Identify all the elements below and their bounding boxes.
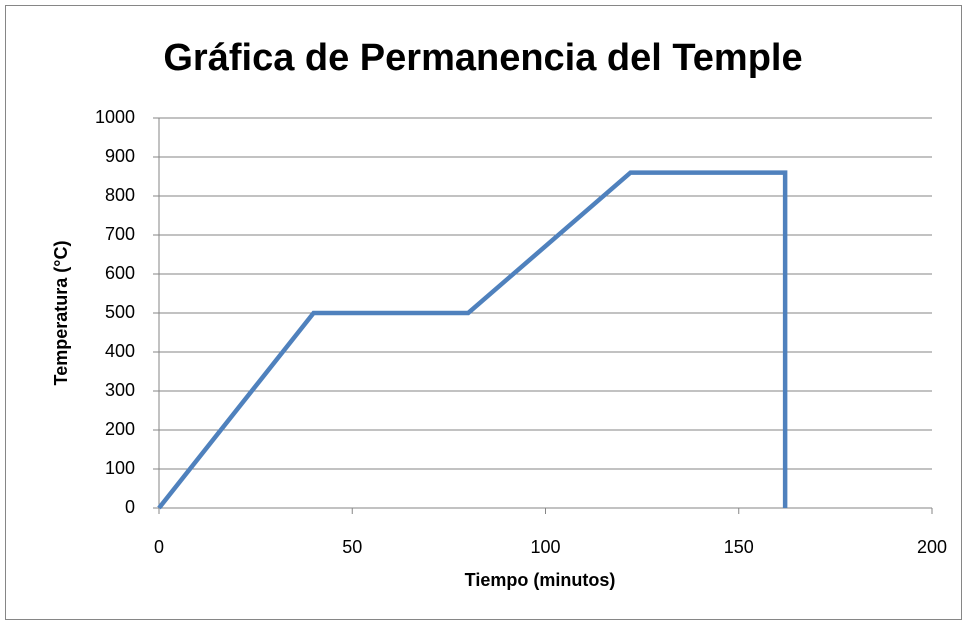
y-tick-label: 900 [105, 146, 135, 166]
y-tick-label: 400 [105, 341, 135, 361]
y-tick-label: 700 [105, 224, 135, 244]
y-tick-label: 100 [105, 458, 135, 478]
data-line [157, 170, 788, 510]
y-tick-label: 200 [105, 419, 135, 439]
x-tick-label: 200 [917, 537, 947, 557]
y-tick-label: 800 [105, 185, 135, 205]
x-tick-label: 0 [154, 537, 164, 557]
x-tick-label: 100 [530, 537, 560, 557]
x-tick-label: 150 [724, 537, 754, 557]
y-axis-label: Temperatura (°C) [51, 241, 71, 386]
y-tick-label: 0 [125, 497, 135, 517]
y-tick-label: 1000 [95, 107, 135, 127]
y-tick-label: 300 [105, 380, 135, 400]
y-tick-label: 600 [105, 263, 135, 283]
y-tick-label: 500 [105, 302, 135, 322]
x-tick-label: 50 [342, 537, 362, 557]
chart-title: Gráfica de Permanencia del Temple [163, 37, 802, 79]
x-axis-label: Tiempo (minutos) [465, 570, 616, 590]
